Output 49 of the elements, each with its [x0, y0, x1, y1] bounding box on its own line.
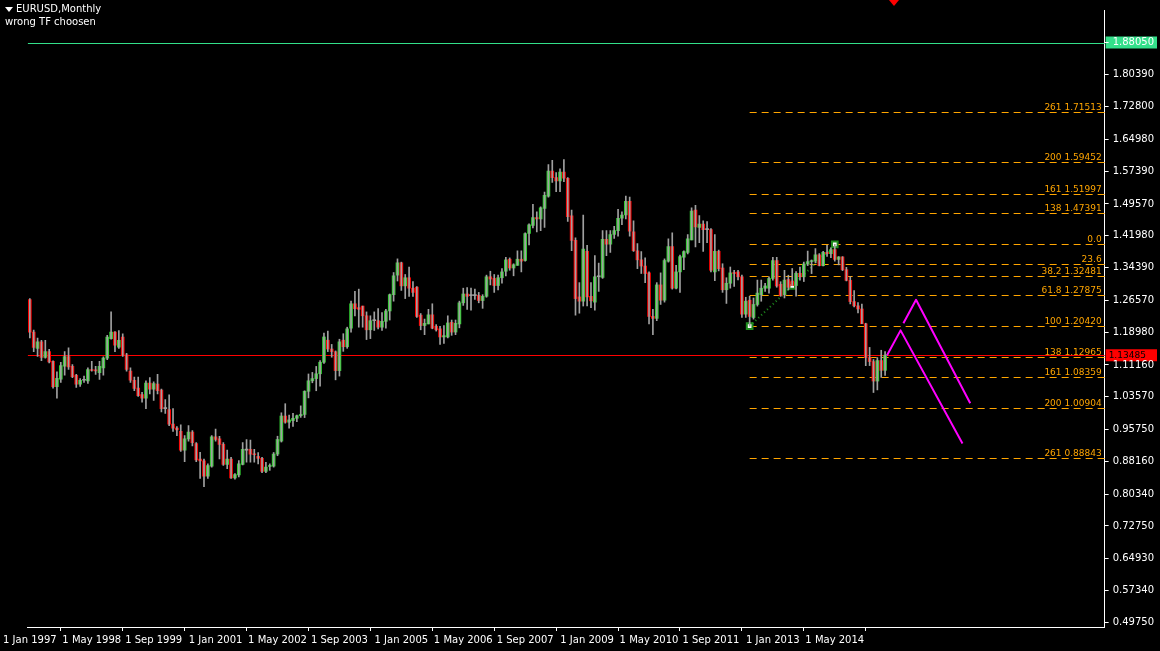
y-tick-label: 1.18980 — [1112, 325, 1155, 337]
y-tick-label: 1.64980 — [1112, 132, 1155, 144]
x-tick-label: 1 May 2002 — [248, 633, 307, 645]
ref-line-label: 161 1.08359 — [1044, 366, 1102, 377]
y-tick-label: 0.88160 — [1112, 454, 1155, 466]
ref-line-label: 1.13485 — [1108, 349, 1146, 360]
ref-line-label: 138 1.12965 — [1044, 347, 1102, 358]
y-tick-label: 1.88050 — [1112, 36, 1155, 48]
x-tick-label: 1 Sep 1999 — [125, 633, 183, 645]
y-tick-label: 1.41980 — [1112, 229, 1155, 241]
x-tick-label: 1 Sep 2011 — [682, 633, 740, 645]
annotation: 23.6 — [1081, 253, 1102, 264]
y-tick-label: 0.72750 — [1112, 519, 1155, 531]
ref-line-label: 138 1.47391 — [1044, 203, 1102, 214]
ref-line-label: 261 0.88843 — [1044, 448, 1102, 459]
x-tick-label: 1 Jan 1997 — [3, 633, 57, 645]
x-tick-label: 1 Jan 2009 — [560, 633, 614, 645]
y-tick-label: 1.03570 — [1112, 390, 1155, 402]
chart-title: EURUSD,Monthly — [16, 3, 102, 14]
y-tick-label: 0.80340 — [1112, 487, 1155, 499]
annotation: 0.0 — [1087, 234, 1102, 245]
y-tick-label: 1.26570 — [1112, 293, 1155, 305]
y-tick-label: 0.95750 — [1112, 423, 1155, 435]
y-tick-label: 1.72800 — [1112, 100, 1155, 112]
x-tick-label: 1 Sep 2003 — [310, 633, 368, 645]
y-tick-label: 0.49750 — [1112, 615, 1155, 627]
y-tick-label: 1.34390 — [1112, 261, 1155, 273]
y-tick-label: 1.57390 — [1112, 164, 1155, 176]
ref-line-label: 38.2 1.32481 — [1041, 265, 1102, 276]
x-tick-label: 1 Jan 2005 — [374, 633, 429, 645]
y-tick-label: 0.57340 — [1112, 584, 1155, 596]
x-tick-label: 1 May 2014 — [805, 633, 865, 645]
ref-line-label: 261 1.71513 — [1044, 101, 1102, 112]
x-tick-label: 1 May 1998 — [62, 633, 122, 645]
y-tick-label: 1.11160 — [1112, 358, 1155, 370]
y-tick-label: 1.80390 — [1112, 68, 1155, 80]
ref-line-label: 61.8 1.27875 — [1041, 284, 1102, 295]
y-tick-label: 0.64930 — [1112, 552, 1155, 564]
ref-line-label: 200 1.59452 — [1044, 152, 1102, 163]
x-tick-label: 1 Sep 2007 — [496, 633, 554, 645]
x-tick-label: 1 Jan 2013 — [746, 633, 800, 645]
x-tick-label: 1 May 2006 — [433, 633, 493, 645]
text: wrong TF choosen — [5, 16, 96, 27]
x-tick-label: 1 May 2010 — [619, 633, 679, 645]
y-tick-label: 1.49570 — [1112, 197, 1155, 209]
ref-line-label: 161 1.51997 — [1044, 183, 1102, 194]
ref-line-label: 100 1.20420 — [1044, 316, 1102, 327]
ref-line-label: 200 1.00904 — [1044, 397, 1102, 408]
x-tick-label: 1 Jan 2001 — [188, 633, 243, 645]
